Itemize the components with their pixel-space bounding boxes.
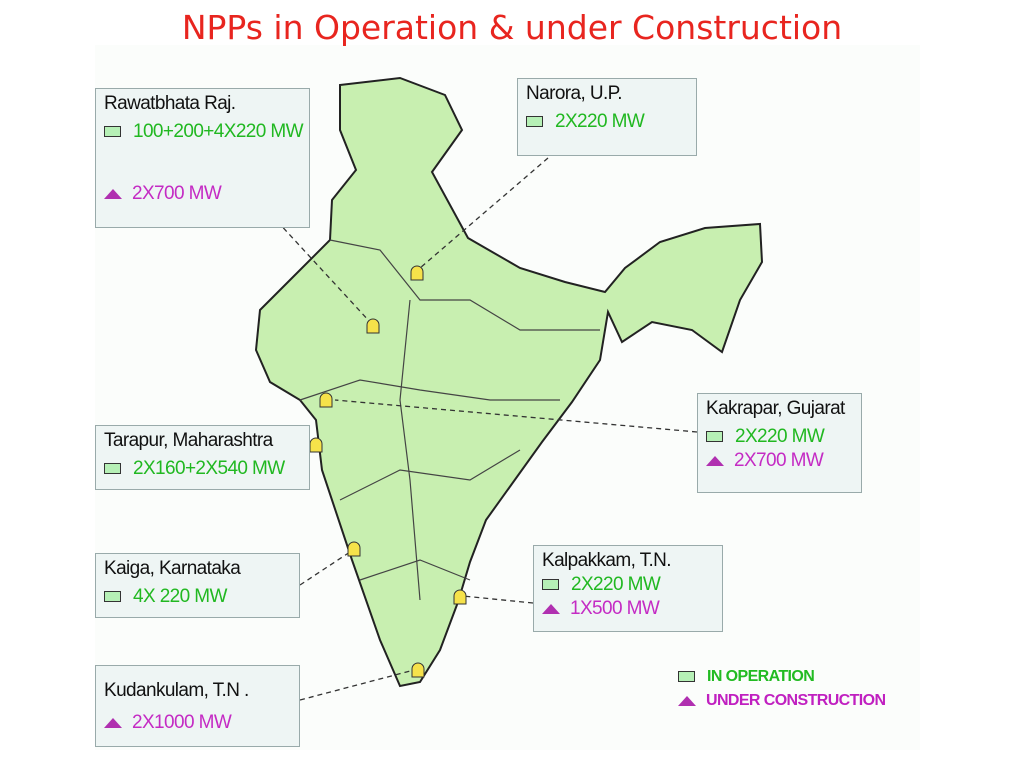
in-operation: 100+200+4X220 MW — [104, 121, 304, 143]
legend: IN OPERATION UNDER CONSTRUCTION — [678, 668, 886, 716]
in-operation: 2X160+2X540 MW — [104, 458, 301, 480]
capacity: 2X220 MW — [555, 111, 645, 132]
in-operation: 2X220 MW — [706, 426, 853, 448]
in-operation: 2X220 MW — [542, 574, 714, 596]
site-name: Rawatbhata Raj. — [104, 93, 236, 114]
capacity: 2X1000 MW — [132, 712, 232, 733]
under-construction: 1X500 MW — [542, 598, 714, 620]
site-name: Tarapur, Maharashtra — [104, 430, 273, 451]
under-construction: 2X700 MW — [706, 450, 853, 472]
legend-item: IN OPERATION — [678, 668, 885, 686]
site-box: Narora, U.P. 2X220 MW — [517, 78, 697, 156]
site-box: Rawatbhata Raj. 100+200+4X220 MW 2X700 M… — [95, 88, 310, 228]
state-borders — [299, 239, 600, 601]
capacity: 2X160+2X540 MW — [133, 458, 285, 479]
site-box: Tarapur, Maharashtra 2X160+2X540 MW — [95, 425, 310, 490]
site-name: Kudankulam, T.N . — [104, 680, 249, 701]
in-operation: 4X 220 MW — [104, 586, 291, 608]
site-box: Kudankulam, T.N . 2X1000 MW — [95, 665, 300, 747]
in-operation: 2X220 MW — [526, 111, 688, 133]
plant-markers — [309, 265, 467, 678]
legend-label: UNDER CONSTRUCTION — [706, 692, 886, 709]
capacity: 1X500 MW — [570, 598, 660, 619]
site-name: Kakrapar, Gujarat — [706, 398, 845, 419]
site-box: Kakrapar, Gujarat 2X220 MW 2X700 MW — [697, 393, 862, 493]
title: NPPs in Operation & under Construction — [181, 8, 843, 47]
capacity: 2X700 MW — [734, 450, 824, 471]
site-name: Narora, U.P. — [526, 83, 623, 104]
legend-label: IN OPERATION — [707, 668, 815, 685]
under-construction: 2X1000 MW — [104, 712, 291, 734]
capacity: 2X700 MW — [132, 183, 222, 204]
capacity: 2X220 MW — [735, 426, 825, 447]
legend-item: UNDER CONSTRUCTION — [678, 692, 886, 710]
capacity: 2X220 MW — [571, 574, 661, 595]
india-outline — [254, 76, 764, 688]
capacity: 4X 220 MW — [133, 586, 227, 607]
capacity: 100+200+4X220 MW — [133, 121, 304, 142]
leader-lines — [264, 157, 698, 701]
site-box: Kalpakkam, T.N. 2X220 MW 1X500 MW — [533, 545, 723, 632]
site-box: Kaiga, Karnataka 4X 220 MW — [95, 553, 300, 618]
site-name: Kaiga, Karnataka — [104, 558, 241, 579]
site-name: Kalpakkam, T.N. — [542, 550, 672, 571]
under-construction: 2X700 MW — [104, 183, 301, 205]
